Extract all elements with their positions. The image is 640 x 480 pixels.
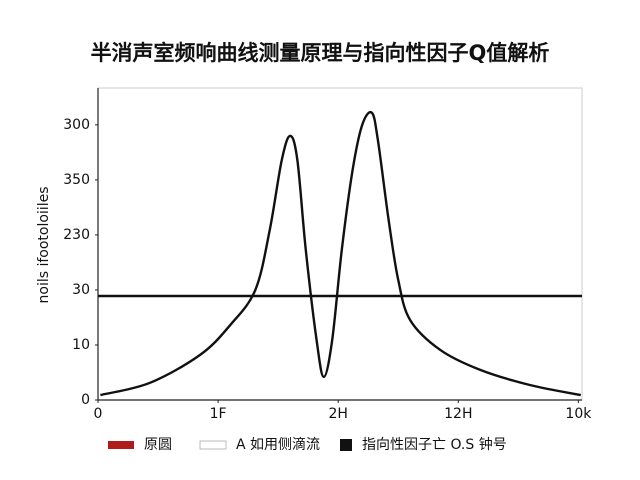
y-tick-label: 230 bbox=[63, 227, 90, 243]
y-axis-label: noils ifootoloiiles bbox=[36, 187, 52, 304]
legend-label: 原圆 bbox=[144, 437, 172, 453]
line-series bbox=[100, 110, 582, 397]
y-tick-label: 0 bbox=[81, 392, 90, 408]
x-tick-label: 1F bbox=[210, 406, 227, 422]
legend-swatch bbox=[108, 441, 134, 449]
y-tick-label: 10 bbox=[72, 337, 90, 353]
x-tick-label: 10k bbox=[565, 406, 592, 422]
chart-title: 半消声室频响曲线测量原理与指向性因子Q值解析 bbox=[91, 41, 550, 65]
x-tick-label: 12H bbox=[444, 406, 472, 422]
legend-swatch bbox=[199, 440, 227, 450]
legend-label: 指向性因子亡 O.S 钟号 bbox=[362, 436, 507, 453]
y-tick-label: 300 bbox=[63, 117, 90, 133]
y-tick-label: 350 bbox=[63, 172, 90, 188]
plot-frame bbox=[97, 87, 583, 401]
y-tick-label: 30 bbox=[72, 282, 90, 298]
legend-label: A 如用侧滴流 bbox=[236, 436, 320, 453]
x-tick-label: 0 bbox=[94, 406, 103, 422]
legend-swatch bbox=[340, 439, 352, 451]
x-tick-label: 2H bbox=[328, 406, 347, 422]
